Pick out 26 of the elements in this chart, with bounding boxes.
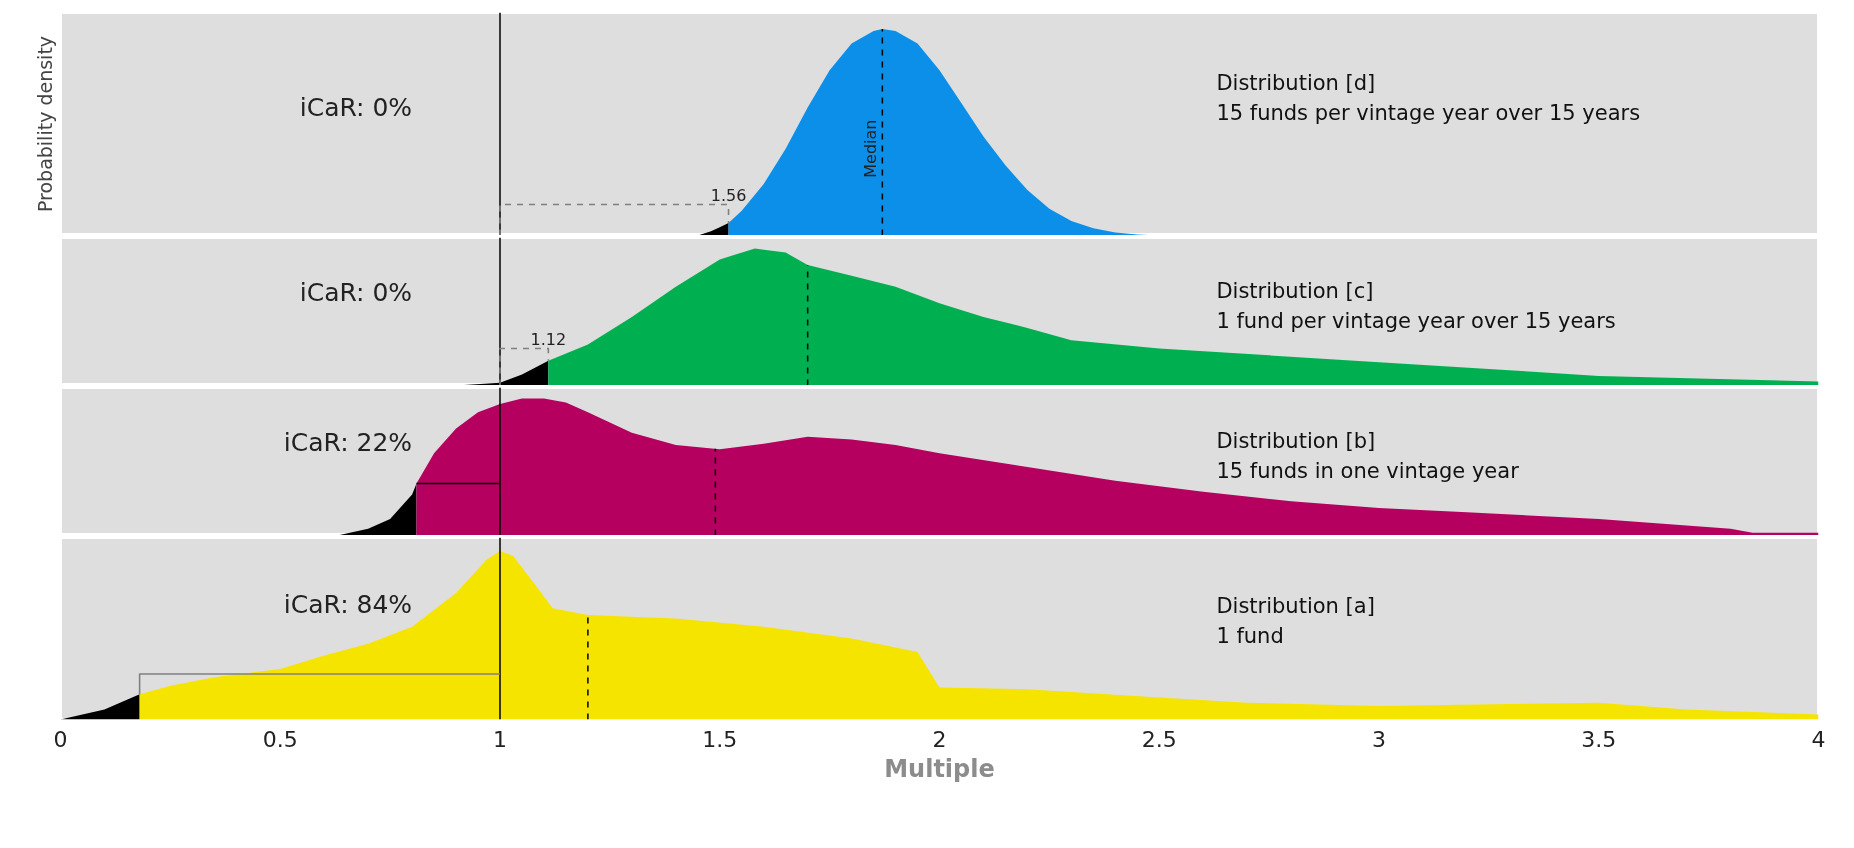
text: Distribution [c]: [1216, 279, 1374, 304]
text: Distribution [d]: [1216, 71, 1376, 96]
x-tick-label: 3: [1372, 726, 1386, 752]
x-tick-label: 0: [53, 726, 68, 752]
x-tick-label: 1: [493, 726, 507, 752]
text: Distribution [a]: [1216, 594, 1375, 619]
annotation: 1.12: [530, 329, 567, 349]
annotation: iCaR: 0%: [299, 277, 413, 307]
annotation: 1.56: [710, 185, 747, 205]
text: 15 funds in one vintage year: [1216, 459, 1520, 484]
text: 15 funds per vintage year over 15 years: [1216, 101, 1641, 126]
annotation: iCaR: 22%: [283, 427, 413, 457]
text: 1 fund: [1216, 624, 1284, 649]
x-tick-label: 4: [1811, 726, 1826, 752]
x-tick-label: 3.5: [1581, 726, 1617, 752]
annotation: iCaR: 0%: [299, 92, 413, 122]
x-tick-label: 2: [932, 726, 947, 752]
ref-line-label: Median: [861, 119, 881, 178]
x-axis-title: Multiple: [884, 754, 995, 783]
y-axis-title: Probability density: [33, 35, 56, 213]
annotation: iCaR: 84%: [283, 590, 413, 620]
text: 1 fund per vintage year over 15 years: [1216, 309, 1616, 334]
x-tick-label: 1.5: [702, 726, 738, 752]
x-tick-label: 2.5: [1141, 726, 1177, 752]
x-tick-label: 0.5: [262, 726, 298, 752]
text: Distribution [b]: [1216, 429, 1376, 454]
